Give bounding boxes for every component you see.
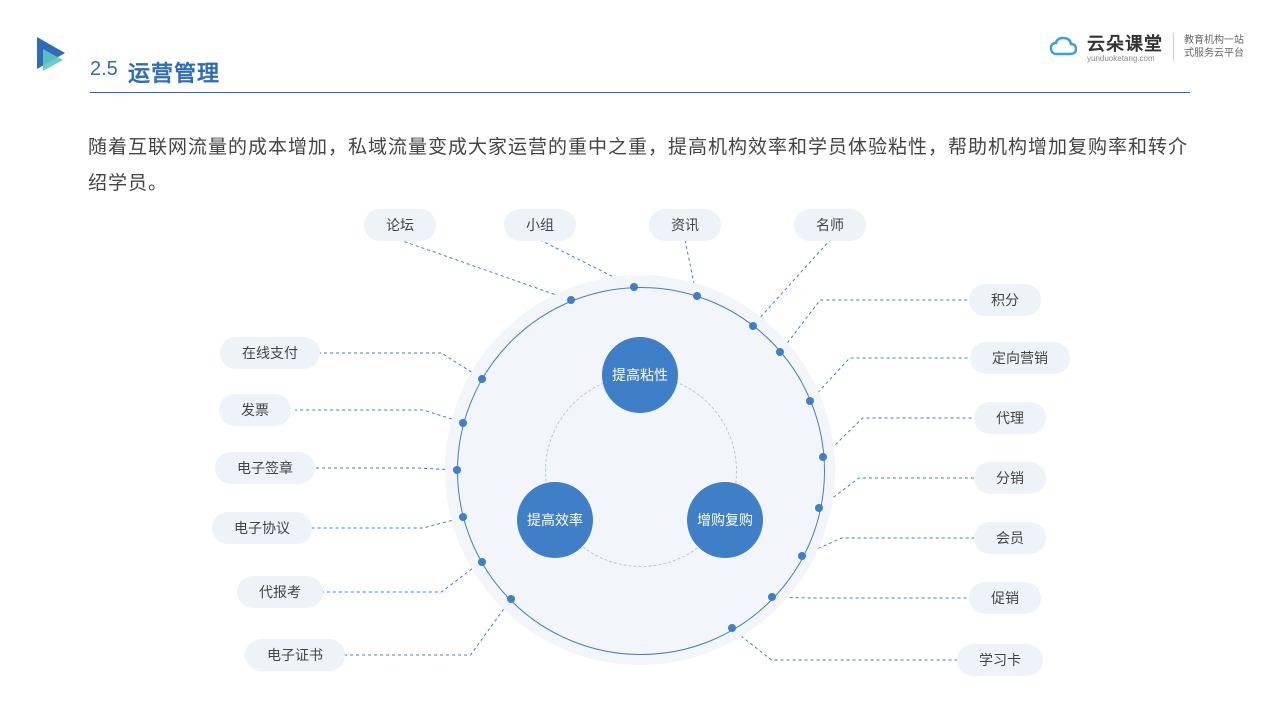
logo-divider: [1173, 33, 1174, 61]
header-rule: [90, 92, 1190, 93]
slide: 2.5 运营管理 云朵课堂 yunduoketang.com 教育机构一站 式服…: [0, 0, 1280, 720]
ring-dot: [459, 419, 467, 427]
ring-dot: [806, 397, 814, 405]
feature-pill: 会员: [974, 522, 1046, 554]
ring-dot: [459, 513, 467, 521]
feature-pill: 促销: [969, 582, 1041, 614]
brand-subtitle: 教育机构一站 式服务云平台: [1184, 34, 1244, 60]
ring-dot: [749, 322, 757, 330]
ring-dot: [567, 296, 575, 304]
ring-dot: [798, 552, 806, 560]
brand-logo: 云朵课堂 yunduoketang.com 教育机构一站 式服务云平台: [1049, 30, 1244, 63]
brand-domain: yunduoketang.com: [1087, 54, 1163, 63]
ring-dot: [478, 375, 486, 383]
hub-node: 增购复购: [687, 482, 763, 558]
ring-dot: [453, 466, 461, 474]
ring-dot: [815, 504, 823, 512]
ring-dot: [819, 453, 827, 461]
feature-pill: 电子证书: [245, 639, 345, 671]
feature-pill: 小组: [504, 209, 576, 241]
ring-dot: [728, 624, 736, 632]
feature-pill: 代报考: [237, 576, 323, 608]
feature-pill: 发票: [219, 394, 291, 426]
ring-dot: [776, 348, 784, 356]
section-number: 2.5: [90, 58, 118, 81]
feature-pill: 名师: [794, 209, 866, 241]
operations-diagram: 提高粘性提高效率 增购复购 论坛 小组 资讯 名师在线支付发票电子签章电子协议代报考电子证…: [0, 200, 1280, 720]
feature-pill: 资讯: [649, 209, 721, 241]
feature-pill: 论坛: [364, 209, 436, 241]
ring-dot: [478, 558, 486, 566]
feature-pill: 分销: [974, 462, 1046, 494]
ring-dot: [507, 595, 515, 603]
feature-pill: 学习卡: [957, 644, 1043, 676]
feature-pill: 定向营销: [970, 342, 1070, 374]
hub-node: 提高效率: [517, 482, 593, 558]
ring-dot: [630, 283, 638, 291]
cloud-icon: [1049, 36, 1077, 58]
feature-pill: 电子协议: [212, 512, 312, 544]
feature-pill: 积分: [969, 284, 1041, 316]
hub-node: 提高粘性: [602, 337, 678, 413]
brand-name: 云朵课堂: [1087, 30, 1163, 56]
play-icon: [35, 35, 71, 71]
ring-dot: [768, 593, 776, 601]
feature-pill: 电子签章: [215, 452, 315, 484]
intro-paragraph: 随着互联网流量的成本增加，私域流量变成大家运营的重中之重，提高机构效率和学员体验…: [88, 130, 1198, 202]
ring-dot: [693, 292, 701, 300]
feature-pill: 在线支付: [220, 337, 320, 369]
section-title: 运营管理: [128, 56, 220, 88]
feature-pill: 代理: [974, 402, 1046, 434]
